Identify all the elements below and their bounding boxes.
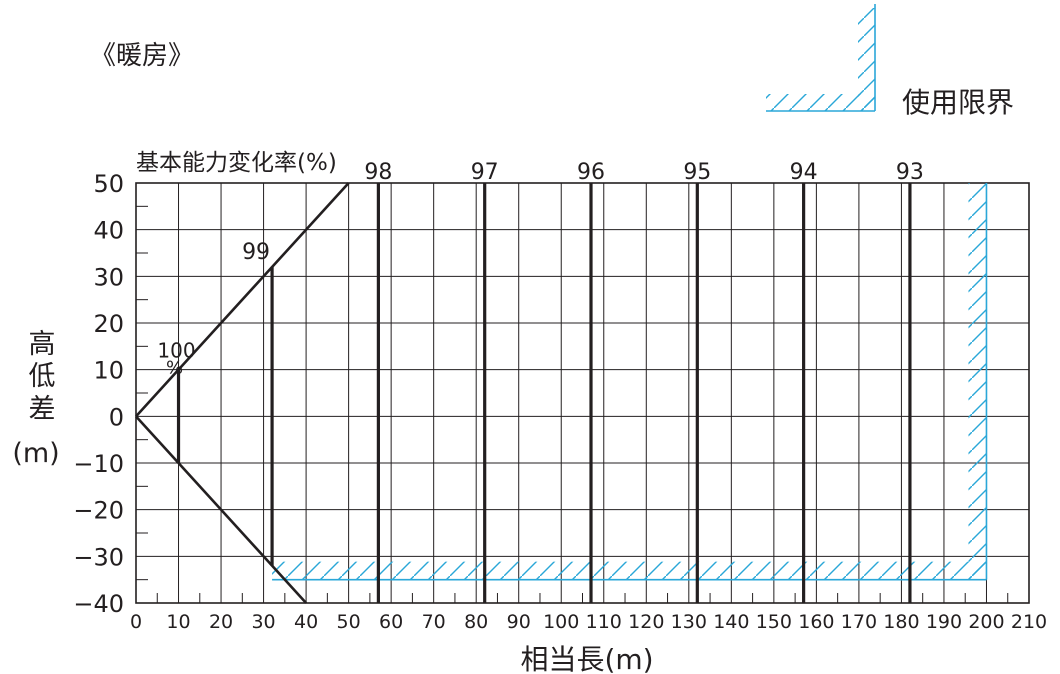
envelope-lower-line <box>135 415 308 604</box>
x-tick-label: 140 <box>713 611 749 633</box>
x-axis-label: 相当長(m) <box>520 643 653 674</box>
data-layer <box>135 182 912 604</box>
usage-limit-layer <box>272 183 988 581</box>
capacity-label-98: 98 <box>364 160 392 185</box>
y-tick-label: −30 <box>73 543 124 571</box>
x-tick-label: 20 <box>209 611 233 633</box>
x-tick-label: 90 <box>507 611 531 633</box>
x-tick-label: 80 <box>464 611 488 633</box>
x-tick-label: 30 <box>251 611 275 633</box>
x-tick-label: 180 <box>883 611 919 633</box>
y-axis-label-2: 低 <box>29 361 56 392</box>
capacity-label-95: 95 <box>683 160 711 185</box>
x-tick-label: 70 <box>422 611 446 633</box>
x-tick-label: 130 <box>671 611 707 633</box>
legend-usage-limit: 使用限界 <box>766 4 1014 119</box>
y-tick-label: 10 <box>93 357 124 385</box>
capacity-label-93: 93 <box>896 160 924 185</box>
x-tick-label: 200 <box>968 611 1004 633</box>
x-tick-label: 100 <box>543 611 579 633</box>
capacity-label-97: 97 <box>471 160 499 185</box>
legend-hatch-horizontal <box>766 94 875 111</box>
usage-limit-hatch-horizontal <box>272 561 987 580</box>
capacity-label-100: 100 <box>157 339 195 363</box>
y-axis-label-1: 高 <box>29 329 56 360</box>
x-tick-label: 110 <box>586 611 622 633</box>
envelope-upper-line <box>135 182 350 418</box>
y-tick-label: 20 <box>93 310 124 338</box>
plot-frame <box>135 182 1030 604</box>
y-tick-label: −40 <box>73 590 124 618</box>
y-tick-label: 40 <box>93 217 124 245</box>
y-tick-label: 0 <box>109 403 124 431</box>
x-tick-label: 150 <box>756 611 792 633</box>
capacity-label-99: 99 <box>242 240 270 265</box>
legend-label: 使用限界 <box>902 86 1014 119</box>
legend-hatch-vertical <box>858 8 875 111</box>
x-tick-label: 210 <box>1011 611 1047 633</box>
top-axis-label: 基本能力変化率(%) <box>136 150 337 176</box>
capacity-label-96: 96 <box>577 160 605 185</box>
x-tick-label: 10 <box>166 611 190 633</box>
x-tick-label: 190 <box>926 611 962 633</box>
y-axis-label-3: 差 <box>29 394 56 425</box>
x-tick-label: 0 <box>130 611 142 633</box>
capacity-percent-label: % <box>166 358 183 379</box>
x-tick-label: 60 <box>379 611 403 633</box>
y-axis-label-unit: (m) <box>12 438 59 469</box>
chart-title: 《暖房》 <box>90 41 194 71</box>
x-tick-label: 160 <box>798 611 834 633</box>
capacity-label-94: 94 <box>790 160 818 185</box>
usage-limit-hatch-vertical <box>968 183 987 580</box>
x-tick-label: 120 <box>628 611 664 633</box>
y-tick-label: −10 <box>73 450 124 478</box>
x-tick-label: 170 <box>841 611 877 633</box>
x-tick-label: 40 <box>294 611 318 633</box>
y-tick-label: 50 <box>93 170 124 198</box>
x-tick-label: 50 <box>337 611 361 633</box>
y-tick-label: −20 <box>73 497 124 525</box>
y-tick-label: 30 <box>93 263 124 291</box>
